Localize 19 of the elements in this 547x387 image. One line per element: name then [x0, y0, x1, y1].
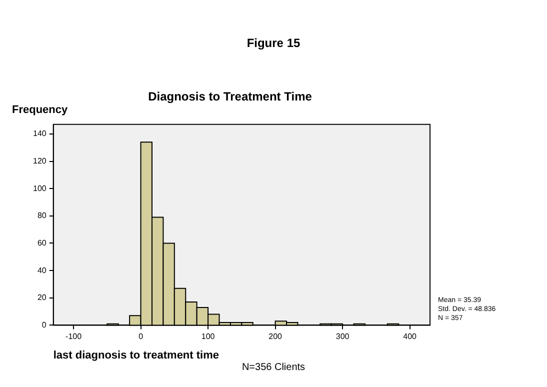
y-tick-label: 60 [37, 238, 47, 248]
x-tick-label: 300 [336, 332, 350, 342]
y-tick-label: 140 [32, 129, 47, 138]
y-tick-label: 120 [32, 156, 47, 166]
y-tick-label: 80 [37, 211, 47, 220]
x-tick-label: 100 [201, 332, 216, 342]
y-tick-label: 20 [37, 293, 47, 302]
x-tick-label: 400 [403, 332, 418, 342]
y-tick-label: 40 [37, 266, 47, 275]
y-tick-label: 100 [32, 184, 47, 193]
x-tick-label: 200 [268, 332, 283, 342]
caption: Figure 15 [246, 36, 302, 50]
chart-title: Diagnosis to Treatment Time [148, 90, 312, 104]
x-tick-label: -100 [66, 332, 82, 342]
y-tick-label: 0 [42, 320, 47, 330]
text: N=356 Clients [240, 362, 306, 373]
x-tick-label: 0 [138, 332, 144, 342]
y-axis-title: Frequency [12, 104, 68, 116]
x-axis-title: last diagnosis to treatment time [53, 349, 220, 362]
